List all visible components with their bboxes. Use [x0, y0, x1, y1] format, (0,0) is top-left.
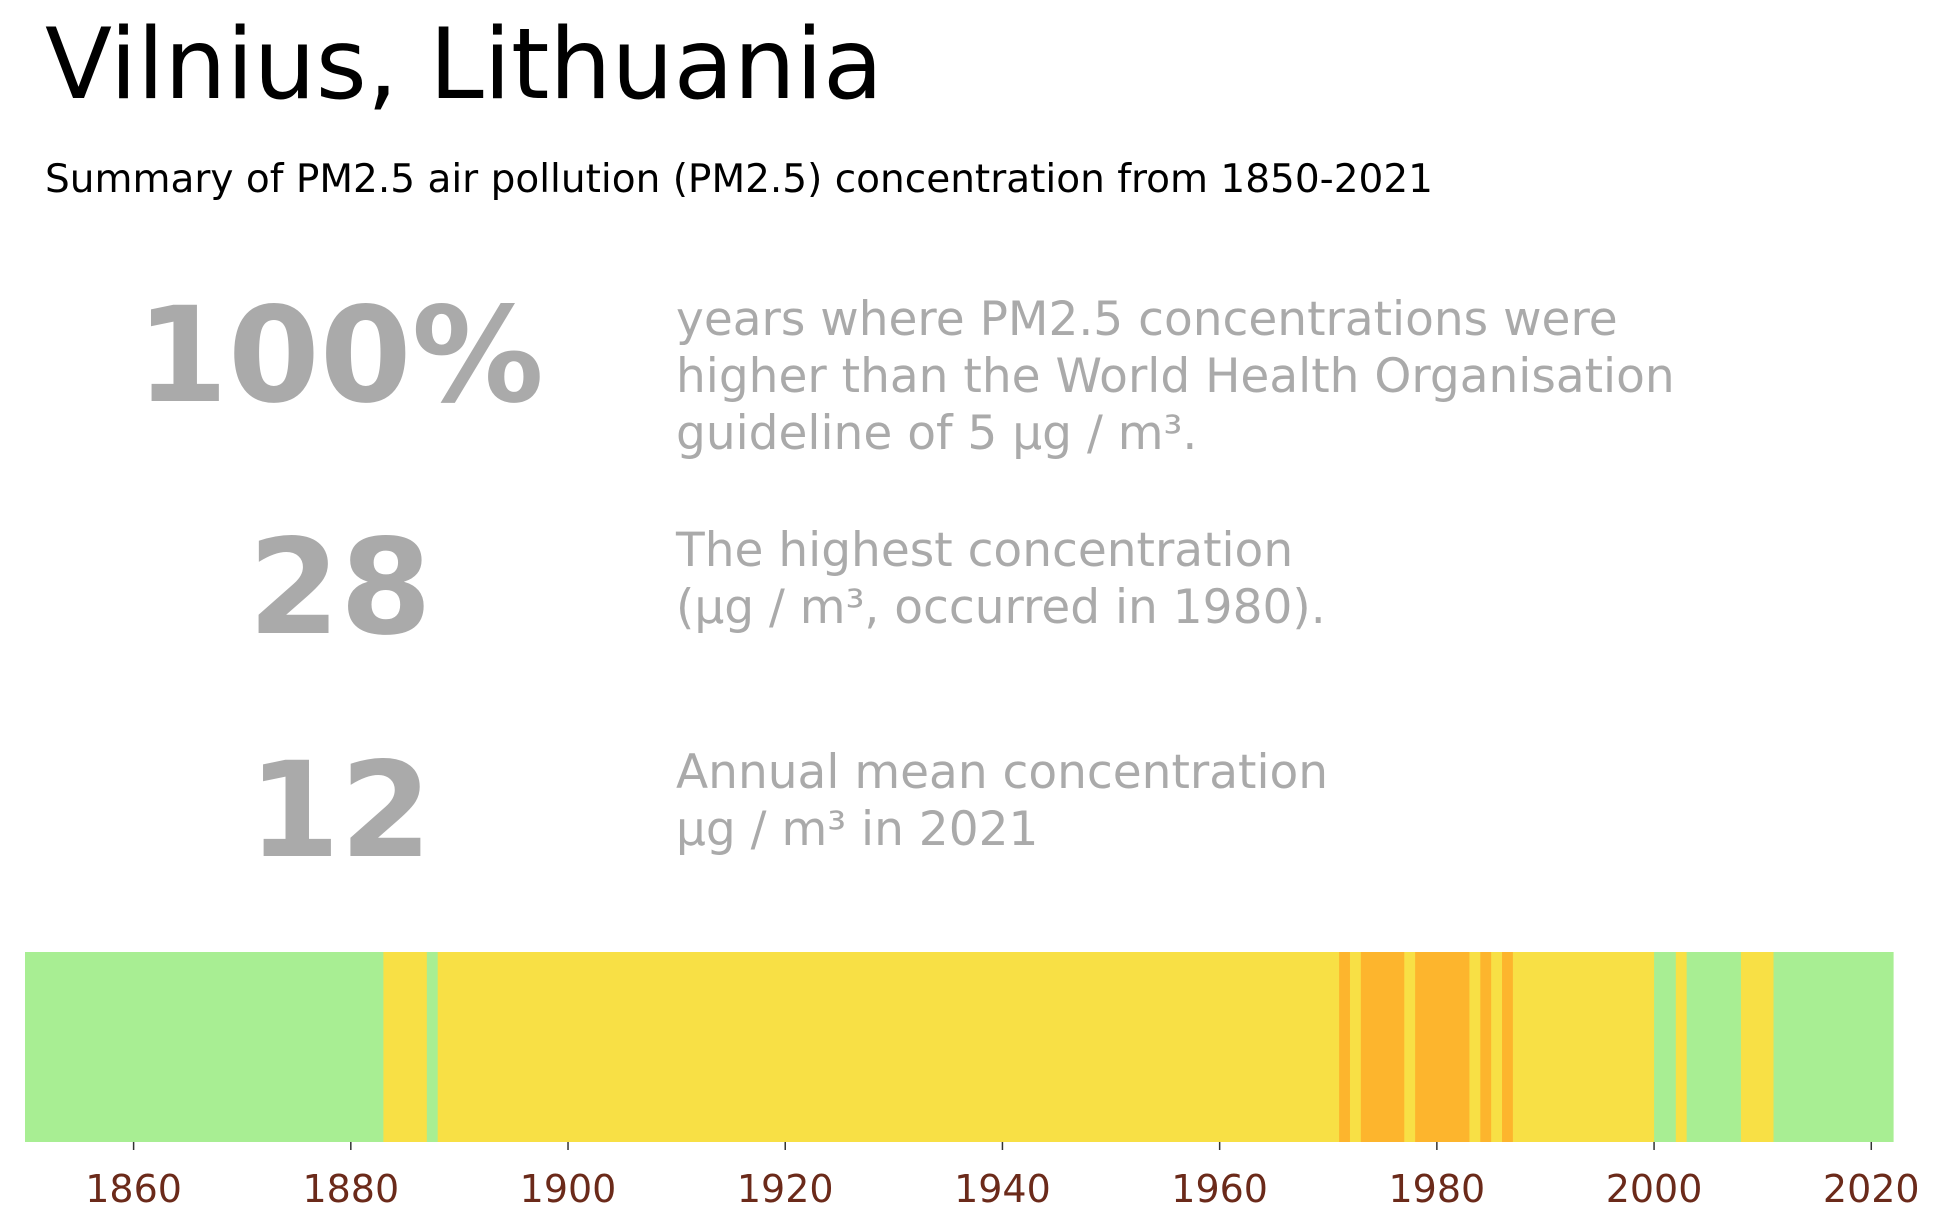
stripe-segment-1972-1972: [1349, 952, 1362, 1142]
stripe-segment-1977-1977: [1404, 952, 1416, 1142]
stripe-segment-1888-1970: [437, 952, 1340, 1142]
x-tick-label-1980: 1980: [1389, 1167, 1486, 1211]
stat-desc-highest: The highest concentration (µg / m³, occu…: [676, 522, 1326, 636]
x-tick-label-1920: 1920: [737, 1167, 834, 1211]
stripe-segment-2000-2001: [1654, 952, 1677, 1142]
stat-value-highest: 28: [248, 511, 432, 665]
stripe-segment-1986-1986: [1502, 952, 1514, 1142]
stripe-segment-1887-1887: [426, 952, 439, 1142]
x-tick-label-1960: 1960: [1171, 1167, 1268, 1211]
stripe-segment-1978-1982: [1415, 952, 1471, 1142]
stripe-segment-1984-1984: [1480, 952, 1492, 1142]
stat-desc-line: Annual mean concentration: [676, 745, 1329, 800]
stripe-segment-2008-2010: [1740, 952, 1775, 1142]
stripe-segment-2003-2007: [1686, 952, 1742, 1142]
page-title: Vilnius, Lithuania: [45, 8, 884, 122]
stripe-segment-1983-1983: [1469, 952, 1481, 1142]
stat-desc-line: higher than the World Health Organisatio…: [676, 349, 1675, 404]
stripe-segment-1883-1886: [383, 952, 428, 1142]
stat-desc-line: µg / m³ in 2021: [676, 802, 1039, 857]
stat-desc-line: (µg / m³, occurred in 1980).: [676, 580, 1326, 635]
x-tick-label-2020: 2020: [1823, 1167, 1920, 1211]
stripe-segment-1850-1882: [25, 952, 384, 1142]
stat-value-annual-mean: 12: [248, 734, 432, 888]
page-subtitle: Summary of PM2.5 air pollution (PM2.5) c…: [45, 157, 1433, 202]
stat-desc-line: guideline of 5 µg / m³.: [676, 406, 1198, 461]
x-tick-label-1860: 1860: [85, 1167, 182, 1211]
stat-desc-line: The highest concentration: [676, 523, 1294, 578]
stripe-segment-1987-1999: [1512, 952, 1655, 1142]
stat-desc-annual-mean: Annual mean concentration µg / m³ in 202…: [676, 744, 1328, 858]
x-tick-label-2000: 2000: [1606, 1167, 1703, 1211]
x-tick-label-1900: 1900: [520, 1167, 617, 1211]
stripe-segment-1971-1971: [1339, 952, 1351, 1142]
stripe-segment-1973-1976: [1360, 952, 1405, 1142]
stat-value-exceedance: 100%: [136, 279, 544, 433]
x-tick-label-1940: 1940: [954, 1167, 1051, 1211]
x-tick-label-1880: 1880: [302, 1167, 399, 1211]
stripe-segment-2011-2021: [1773, 952, 1894, 1142]
stat-desc-exceedance: years where PM2.5 concentrations were hi…: [676, 291, 1675, 462]
stripe-segment-2002-2002: [1675, 952, 1688, 1142]
stripe-segment-1985-1985: [1491, 952, 1503, 1142]
stat-desc-line: years where PM2.5 concentrations were: [676, 292, 1618, 347]
